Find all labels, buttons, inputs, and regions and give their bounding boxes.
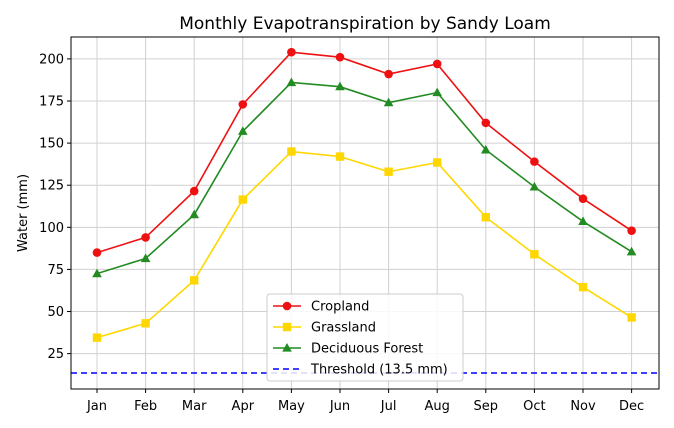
data-point [530,157,539,166]
data-point [189,209,199,219]
chart-title: Monthly Evapotranspiration by Sandy Loam [179,14,551,34]
legend-item: Grassland [273,321,376,336]
data-point [627,313,636,322]
y-tick-label: 125 [39,179,64,194]
data-point [140,253,151,263]
x-axis: Jan Feb Mar Apr May Jun Jul Aug Sep Oct Nov Dec [86,389,644,414]
x-tick-label: Oct [523,399,545,414]
data-point [432,59,442,69]
data-point [384,69,393,79]
data-point [626,246,637,256]
data-point [383,97,394,107]
data-point [481,144,491,154]
data-point [282,322,292,332]
data-point [238,195,247,204]
x-tick-label: Apr [232,399,255,414]
x-tick-label: Aug [425,399,450,414]
legend-label: Deciduous Forest [311,342,423,357]
data-point [627,226,636,235]
x-tick-label: Nov [570,399,596,414]
data-point [286,77,297,87]
data-point [287,47,296,57]
x-tick-label: Jan [86,399,107,414]
x-tick-label: Jul [380,399,397,414]
legend-box [266,293,464,382]
series-line [96,51,633,254]
data-point [335,52,345,62]
series-line [96,150,633,339]
data-point [529,181,540,191]
y-tick-label: 175 [39,95,64,110]
y-axis-label: Water (mm) [16,174,31,252]
x-tick-label: Dec [619,399,644,414]
y-tick-label: 200 [39,52,64,67]
data-point [92,268,102,278]
x-tick-label: Sep [474,399,499,414]
data-point [335,152,345,161]
data-point [238,126,248,135]
series-line [96,81,633,275]
y-tick-label: 75 [47,263,64,278]
legend-label: Cropland [311,300,369,315]
legend-item: Cropland [273,300,369,315]
y-axis: 25 50 75 100 125 150 175 200 [39,52,71,362]
x-tick-label: Feb [134,399,157,414]
data-point [578,282,588,292]
data-point [287,147,296,156]
data-point [384,167,393,176]
legend-item: Threshold (13.5 mm) [273,363,448,378]
data-point [92,333,102,342]
data-point [335,81,345,91]
y-tick-label: 50 [47,305,64,320]
data-point [433,158,442,167]
data-point [141,319,150,328]
x-tick-label: Mar [182,399,207,414]
data-point [578,194,588,203]
x-tick-label: May [278,399,305,414]
data-point [432,87,442,97]
data-point [578,216,588,226]
legend-item: Deciduous Forest [273,342,423,357]
data-point [282,343,292,352]
series-grassland [92,147,636,342]
y-tick-label: 150 [39,137,64,152]
x-tick-label: Jun [329,399,350,414]
y-tick-label: 25 [47,347,64,362]
data-point [481,118,491,128]
y-tick-label: 100 [39,221,64,236]
legend-label: Grassland [311,321,376,336]
data-point [189,186,199,196]
plot-frame [70,36,660,390]
data-point [92,248,102,257]
series-deciduous-forest [92,77,637,278]
data-point [141,233,150,242]
data-point [282,301,292,311]
series-cropland [92,47,636,257]
series-layer [92,47,637,342]
data-point [481,213,490,222]
legend-label: Threshold (13.5 mm) [310,363,448,378]
data-point [190,276,199,285]
legend: Cropland Grassland Deciduous Forest Thresho… [266,293,464,382]
data-point [530,250,539,259]
data-point [238,100,248,109]
